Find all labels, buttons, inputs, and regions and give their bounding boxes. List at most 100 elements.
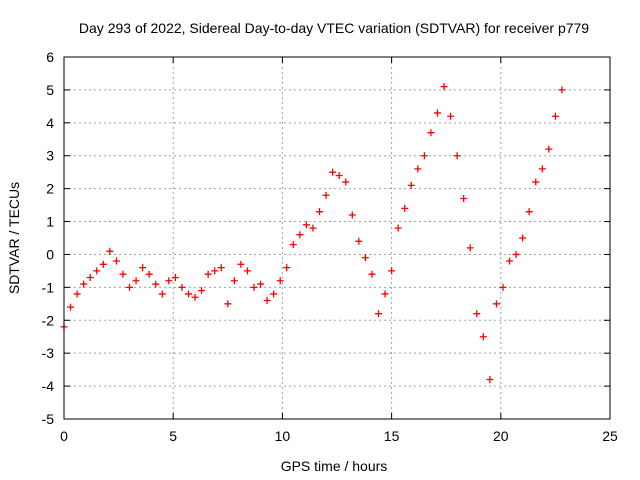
y-tick-label: 2 [46, 181, 54, 197]
data-point [420, 152, 428, 160]
x-tick-label: 5 [169, 428, 177, 444]
data-point [512, 250, 520, 258]
data-point [263, 297, 271, 305]
data-point [440, 83, 448, 91]
data-point [80, 280, 88, 288]
data-point [145, 270, 153, 278]
data-point [178, 283, 186, 291]
data-point [309, 224, 317, 232]
data-point [479, 333, 487, 341]
data-point [152, 280, 160, 288]
data-point [119, 270, 127, 278]
data-point [368, 270, 376, 278]
data-point [401, 204, 409, 212]
data-point [257, 280, 265, 288]
data-point [558, 86, 566, 94]
data-point [388, 267, 396, 275]
data-point [243, 267, 251, 275]
data-point [460, 195, 468, 203]
data-point [184, 290, 192, 298]
data-point [381, 290, 389, 298]
x-tick-label: 0 [60, 428, 68, 444]
data-point [427, 129, 435, 137]
data-point [414, 165, 422, 173]
data-point [407, 181, 415, 189]
y-tick-label: 3 [46, 148, 54, 164]
data-point [394, 224, 402, 232]
series-sdtvar [60, 83, 566, 384]
data-point [335, 171, 343, 179]
data-point [217, 264, 225, 272]
chart-title: Day 293 of 2022, Sidereal Day-to-day VTE… [79, 20, 589, 36]
data-point [270, 290, 278, 298]
data-point [499, 283, 507, 291]
data-point [545, 145, 553, 153]
grid-lines [64, 57, 610, 419]
data-point [289, 241, 297, 249]
data-point [322, 191, 330, 199]
data-point [473, 310, 481, 318]
data-point [158, 290, 166, 298]
x-tick-label: 10 [275, 428, 291, 444]
data-point [329, 168, 337, 176]
data-point [302, 221, 310, 229]
data-point [230, 277, 238, 285]
data-point [198, 287, 206, 295]
data-point [283, 264, 291, 272]
data-point [139, 264, 147, 272]
data-point [532, 178, 540, 186]
y-tick-label: -2 [42, 312, 55, 328]
x-tick-label: 15 [384, 428, 400, 444]
data-point [551, 112, 559, 120]
y-tick-label: -4 [42, 378, 55, 394]
data-point [348, 211, 356, 219]
tick-labels: 0 5 10 15 20 25 -5 -4 -3 -2 -1 0 1 2 3 4 5 6 [42, 49, 618, 444]
data-point [492, 300, 500, 308]
y-tick-label: 0 [46, 246, 54, 262]
data-point [355, 237, 363, 245]
y-tick-label: -1 [42, 279, 55, 295]
data-point [316, 208, 324, 216]
data-point [126, 283, 134, 291]
data-point [486, 376, 494, 384]
data-point [191, 293, 199, 301]
data-point [224, 300, 232, 308]
x-axis-label: GPS time / hours [281, 458, 388, 474]
axis-ticks [63, 56, 611, 420]
data-point [466, 244, 474, 252]
data-point [112, 257, 120, 265]
data-point [296, 231, 304, 239]
data-point [73, 290, 81, 298]
y-tick-label: 1 [46, 214, 54, 230]
y-tick-label: 4 [46, 115, 54, 131]
plot-frame [63, 56, 611, 420]
data-point [447, 112, 455, 120]
data-point [342, 178, 350, 186]
data-point [67, 303, 75, 311]
data-point [86, 273, 94, 281]
data-point [538, 165, 546, 173]
y-axis-label: SDTVAR / TECUs [6, 182, 22, 294]
data-point [250, 283, 258, 291]
x-tick-label: 20 [493, 428, 509, 444]
data-point [171, 273, 179, 281]
data-point [204, 270, 212, 278]
data-point [525, 208, 533, 216]
data-point [453, 152, 461, 160]
y-tick-label: 5 [46, 82, 54, 98]
data-point [519, 234, 527, 242]
data-point [374, 310, 382, 318]
data-point [506, 257, 514, 265]
data-point [132, 277, 140, 285]
y-tick-label: -5 [42, 411, 55, 427]
data-point [433, 109, 441, 117]
data-point [99, 260, 107, 268]
data-point [93, 267, 101, 275]
y-tick-label: -3 [42, 345, 55, 361]
data-point [276, 277, 284, 285]
data-point [361, 254, 369, 262]
data-point [106, 247, 114, 255]
data-point [165, 277, 173, 285]
y-tick-label: 6 [46, 49, 54, 65]
